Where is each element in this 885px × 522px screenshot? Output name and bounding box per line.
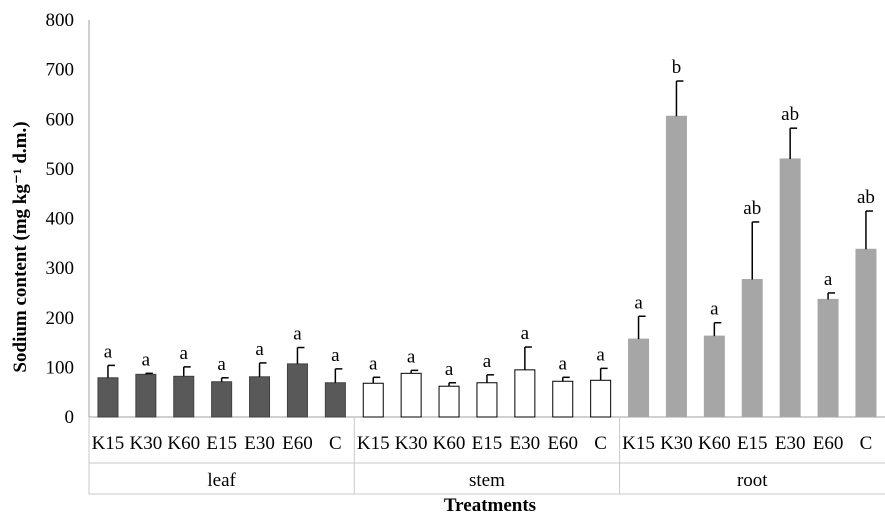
x-tick-label: K30 xyxy=(660,433,693,454)
significance-letter: ab xyxy=(743,198,761,219)
y-tick-label: 700 xyxy=(46,60,75,81)
x-tick-label: E60 xyxy=(547,433,578,454)
y-tick-label: 500 xyxy=(46,159,75,180)
significance-letter: a xyxy=(217,354,226,375)
bar-leaf-E30 xyxy=(249,376,271,418)
y-tick-label: 0 xyxy=(65,407,75,428)
bar-leaf-E15 xyxy=(211,381,233,418)
bar-leaf-C xyxy=(324,382,346,418)
bar-root-C xyxy=(855,248,877,418)
x-tick-label: K60 xyxy=(433,433,466,454)
significance-letter: a xyxy=(445,359,454,380)
x-tick-label: K30 xyxy=(129,433,162,454)
significance-letter: a xyxy=(634,292,643,313)
y-tick-label: 400 xyxy=(46,209,75,230)
bar-stem-E60 xyxy=(552,380,574,418)
significance-letter: a xyxy=(559,353,568,374)
significance-letter: a xyxy=(331,345,340,366)
significance-letter: a xyxy=(180,343,189,364)
y-tick-label: 200 xyxy=(46,308,75,329)
bar-leaf-K60 xyxy=(173,375,195,418)
y-tick-label: 600 xyxy=(46,109,75,130)
significance-letter: a xyxy=(142,349,151,370)
x-tick-label: C xyxy=(329,433,342,454)
x-tick-label: K15 xyxy=(92,433,125,454)
y-tick-label: 300 xyxy=(46,258,75,279)
x-tick-label: C xyxy=(594,433,607,454)
bar-stem-K30 xyxy=(400,372,422,418)
x-tick-label: E60 xyxy=(813,433,844,454)
x-tick-label: E15 xyxy=(472,433,503,454)
bar-leaf-K30 xyxy=(135,373,157,418)
x-tick-label: K30 xyxy=(395,433,428,454)
bar-stem-C xyxy=(590,379,612,418)
x-tick-label: E30 xyxy=(775,433,806,454)
x-tick-label: E15 xyxy=(206,433,237,454)
significance-letter: ab xyxy=(857,187,875,208)
significance-letter: a xyxy=(293,324,302,345)
x-tick-label: E15 xyxy=(737,433,768,454)
x-tick-label: K15 xyxy=(357,433,390,454)
bar-root-E60 xyxy=(817,298,839,418)
bar-leaf-E60 xyxy=(286,363,308,418)
significance-letter: a xyxy=(596,344,605,365)
y-tick-label: 100 xyxy=(46,357,75,378)
bar-stem-E15 xyxy=(476,382,498,418)
bar-stem-E30 xyxy=(514,369,536,418)
bar-root-K15 xyxy=(628,338,650,418)
group-label-leaf: leaf xyxy=(207,470,236,491)
x-axis-title: Treatments xyxy=(444,495,536,516)
y-axis-title: Sodium content (mg kg⁻¹ d.m.) xyxy=(10,121,31,372)
bar-root-K30 xyxy=(665,115,687,418)
x-tick-label: E30 xyxy=(510,433,541,454)
x-tick-label: E30 xyxy=(244,433,275,454)
bar-root-K60 xyxy=(703,335,725,418)
significance-letter: a xyxy=(710,299,719,320)
x-tick-label: E60 xyxy=(282,433,313,454)
significance-letter: a xyxy=(255,339,264,360)
bar-stem-K60 xyxy=(438,385,460,418)
significance-letter: a xyxy=(483,351,492,372)
significance-letter: a xyxy=(521,323,530,344)
bar-root-E30 xyxy=(779,158,801,418)
bar-stem-K15 xyxy=(362,382,384,418)
bar-root-E15 xyxy=(741,279,763,418)
x-tick-label: C xyxy=(860,433,873,454)
bar-leaf-K15 xyxy=(97,377,119,418)
significance-letter: ab xyxy=(781,104,799,125)
significance-letter: a xyxy=(824,269,833,290)
y-tick-label: 800 xyxy=(46,10,75,31)
group-label-root: root xyxy=(737,470,768,491)
significance-letter: a xyxy=(407,346,416,367)
significance-letter: a xyxy=(369,353,378,374)
significance-letter: a xyxy=(104,341,113,362)
x-tick-label: K60 xyxy=(698,433,731,454)
x-tick-label: K15 xyxy=(622,433,655,454)
significance-letter: b xyxy=(672,57,682,78)
x-tick-label: K60 xyxy=(167,433,200,454)
group-label-stem: stem xyxy=(469,470,505,491)
